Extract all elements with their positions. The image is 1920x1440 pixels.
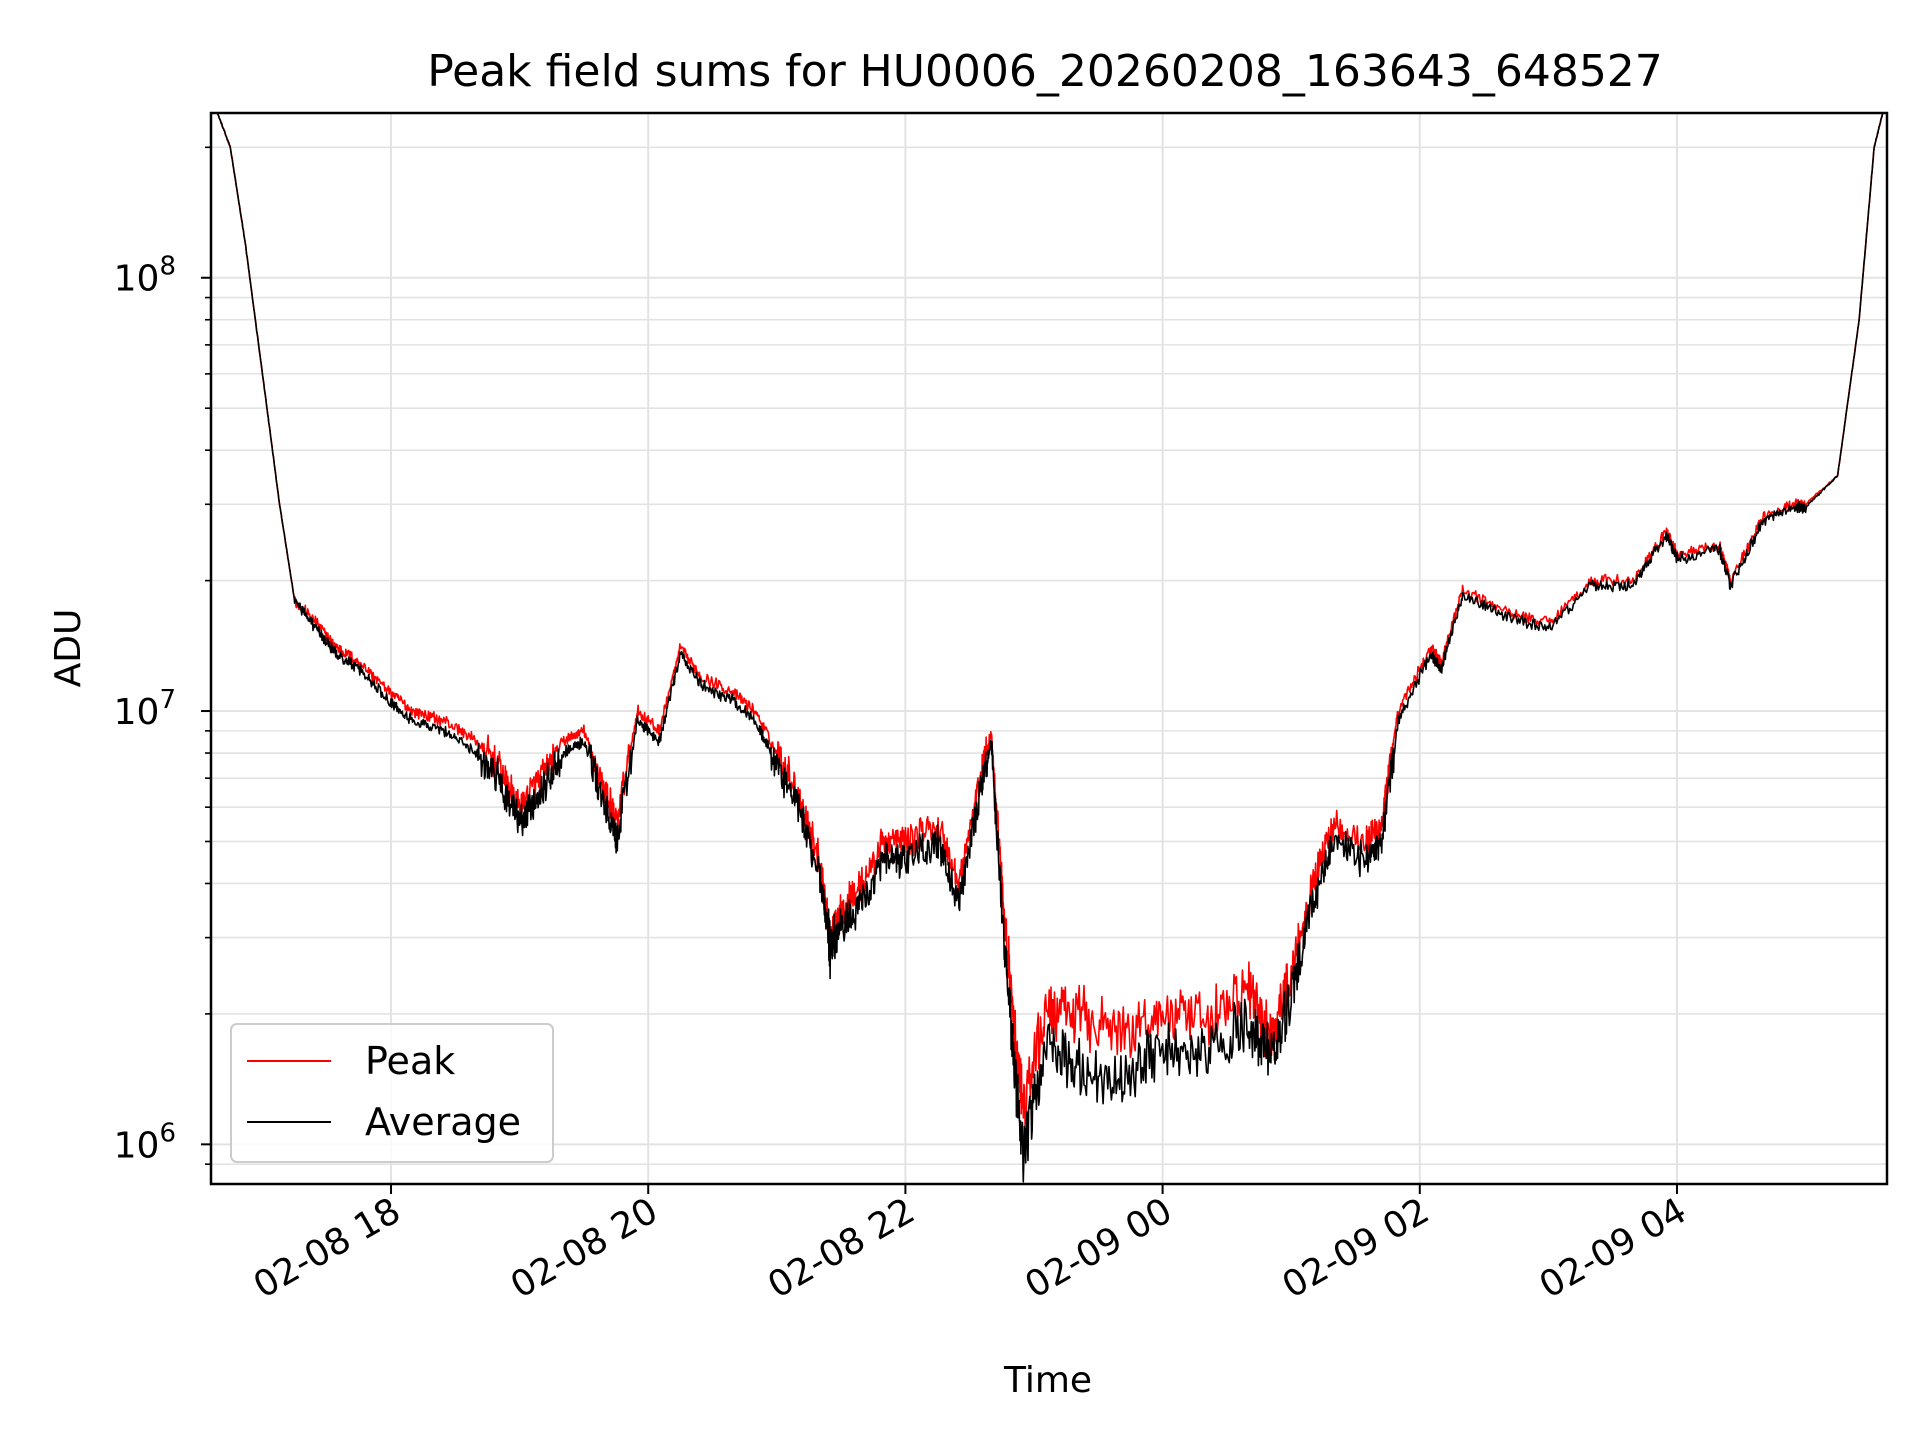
y-axis-label: ADU — [48, 609, 89, 688]
legend-box — [230, 1023, 554, 1163]
series-line-average — [216, 112, 1884, 1183]
legend-label-peak: Peak — [365, 1039, 455, 1083]
y-tick-label: 107 — [114, 685, 176, 733]
series-layer — [216, 112, 1884, 1183]
legend-label-average: Average — [365, 1100, 521, 1144]
series-line-peak — [216, 112, 1884, 1126]
x-axis-label: Time — [1003, 1360, 1092, 1401]
legend: Peak Average — [230, 1023, 554, 1163]
y-axis-ticks: 106 107 108 — [114, 146, 211, 1166]
plot-frame — [209, 111, 1889, 1186]
chart-title: Peak field sums for HU0006_20260208_1636… — [427, 46, 1663, 97]
y-tick-label: 108 — [114, 252, 176, 300]
y-tick-label: 106 — [114, 1118, 176, 1166]
